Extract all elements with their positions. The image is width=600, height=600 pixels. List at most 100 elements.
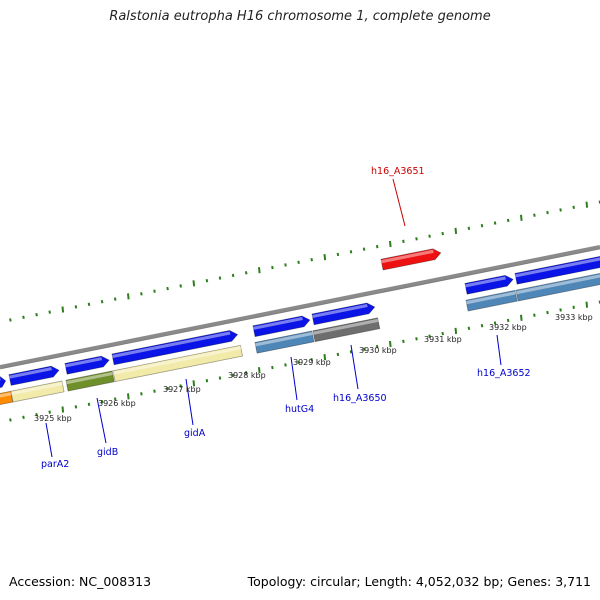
outer-tick	[546, 210, 549, 215]
gene-label-gidB[interactable]: gidB	[97, 447, 118, 458]
outer-tick	[218, 276, 222, 280]
inner-tick	[441, 331, 444, 336]
gene-arrow-red[interactable]	[380, 247, 442, 271]
gene-arrow[interactable]	[252, 315, 311, 338]
scale-label-3933: 3933 kbp	[555, 313, 593, 322]
inner-tick	[402, 339, 405, 344]
orf-bar-steel[interactable]	[254, 330, 315, 354]
inner-tick	[375, 344, 379, 349]
inner-tick	[87, 402, 91, 406]
orf-bar-yellow[interactable]	[10, 380, 65, 403]
gene-arrow[interactable]	[514, 255, 600, 285]
outer-tick	[493, 221, 497, 225]
inner-tick	[22, 415, 25, 420]
outer-tick	[362, 247, 366, 251]
outer-tick	[520, 214, 523, 221]
inner-tick	[205, 378, 209, 383]
scale-label-3928: 3928 kbp	[228, 371, 266, 380]
outer-tick	[140, 292, 143, 296]
inner-tick	[559, 308, 562, 312]
outer-tick	[572, 205, 575, 210]
outer-tick	[428, 234, 431, 238]
inner-tick	[127, 393, 130, 400]
gene-features	[0, 247, 600, 407]
outer-tick	[153, 289, 156, 293]
scale-label-3926: 3926 kbp	[98, 399, 136, 408]
orf-bar-steel[interactable]	[515, 271, 600, 302]
orf-bar-steel[interactable]	[465, 289, 518, 312]
outer-tick	[349, 250, 353, 254]
outer-tick	[585, 201, 589, 208]
inner-tick	[218, 376, 222, 380]
gene-label-parA2[interactable]: parA2	[41, 459, 69, 470]
gene-label-h16-A3651[interactable]: h16_A3651	[371, 166, 425, 177]
inner-tick	[428, 334, 431, 338]
callout-line	[392, 178, 406, 227]
gene-label-h16-A3652[interactable]: h16_A3652	[477, 368, 531, 379]
inner-tick	[415, 337, 418, 341]
gene-arrow[interactable]	[0, 375, 7, 390]
inner-tick	[389, 340, 392, 348]
outer-tick	[415, 237, 418, 241]
gene-label-h16-A3650[interactable]: h16_A3650	[333, 393, 387, 404]
inner-tick	[166, 386, 169, 391]
inner-tick	[349, 350, 353, 354]
gene-arrow[interactable]	[8, 365, 60, 386]
outer-tick	[244, 271, 248, 275]
outer-tick	[205, 278, 209, 283]
outer-tick	[297, 260, 300, 265]
chromosome-backbone	[0, 245, 600, 369]
inner-tick	[61, 406, 65, 413]
inner-tick	[493, 321, 497, 325]
inner-tick	[310, 358, 313, 362]
gene-arrow[interactable]	[311, 302, 376, 326]
inner-tick	[480, 323, 484, 328]
inner-tick	[467, 326, 471, 330]
outer-tick	[113, 297, 117, 301]
orf-bar-gray[interactable]	[312, 317, 381, 343]
outer-tick	[467, 226, 471, 230]
outer-tick	[559, 208, 562, 212]
outer-tick	[375, 244, 379, 249]
outer-tick	[310, 258, 313, 262]
outer-tick	[166, 286, 169, 291]
inner-scale-ticks	[9, 300, 600, 422]
outer-tick	[454, 227, 458, 234]
inner-tick	[258, 367, 261, 374]
outer-tick	[100, 299, 104, 304]
outer-tick	[87, 302, 91, 306]
gene-label-gidA[interactable]: gidA	[184, 428, 206, 439]
outer-tick	[258, 267, 261, 274]
callout-line	[496, 334, 502, 366]
inner-tick	[140, 392, 143, 396]
orf-bar-orange[interactable]	[0, 390, 14, 407]
inner-tick	[179, 384, 182, 388]
outer-tick	[192, 280, 196, 287]
scale-label-3931: 3931 kbp	[424, 335, 462, 344]
outer-tick	[336, 252, 340, 257]
scale-label-3929: 3929 kbp	[293, 358, 331, 367]
inner-tick	[284, 363, 287, 367]
gene-arrow[interactable]	[111, 329, 239, 366]
orf-bar-yellow[interactable]	[112, 344, 244, 383]
gene-label-hutG4[interactable]: hutG4	[285, 404, 314, 415]
inner-tick	[585, 301, 589, 308]
topology-text: Topology: circular; Length: 4,052,032 bp…	[247, 574, 591, 589]
inner-tick	[362, 347, 366, 351]
orf-bar-green[interactable]	[65, 370, 115, 392]
inner-tick	[100, 399, 104, 404]
outer-tick	[284, 263, 287, 267]
callout-line	[350, 344, 359, 390]
inner-tick	[153, 389, 156, 393]
accession-text: Accession: NC_008313	[9, 574, 152, 589]
outer-tick	[35, 313, 38, 317]
scale-label-3925: 3925 kbp	[34, 414, 72, 423]
outer-tick	[127, 293, 130, 300]
scale-label-3932: 3932 kbp	[489, 323, 527, 332]
scale-label-3927: 3927 kbp	[163, 385, 201, 394]
inner-tick	[48, 410, 51, 414]
gene-arrow[interactable]	[64, 355, 110, 375]
inner-tick	[454, 327, 458, 334]
gene-arrow[interactable]	[464, 274, 514, 295]
